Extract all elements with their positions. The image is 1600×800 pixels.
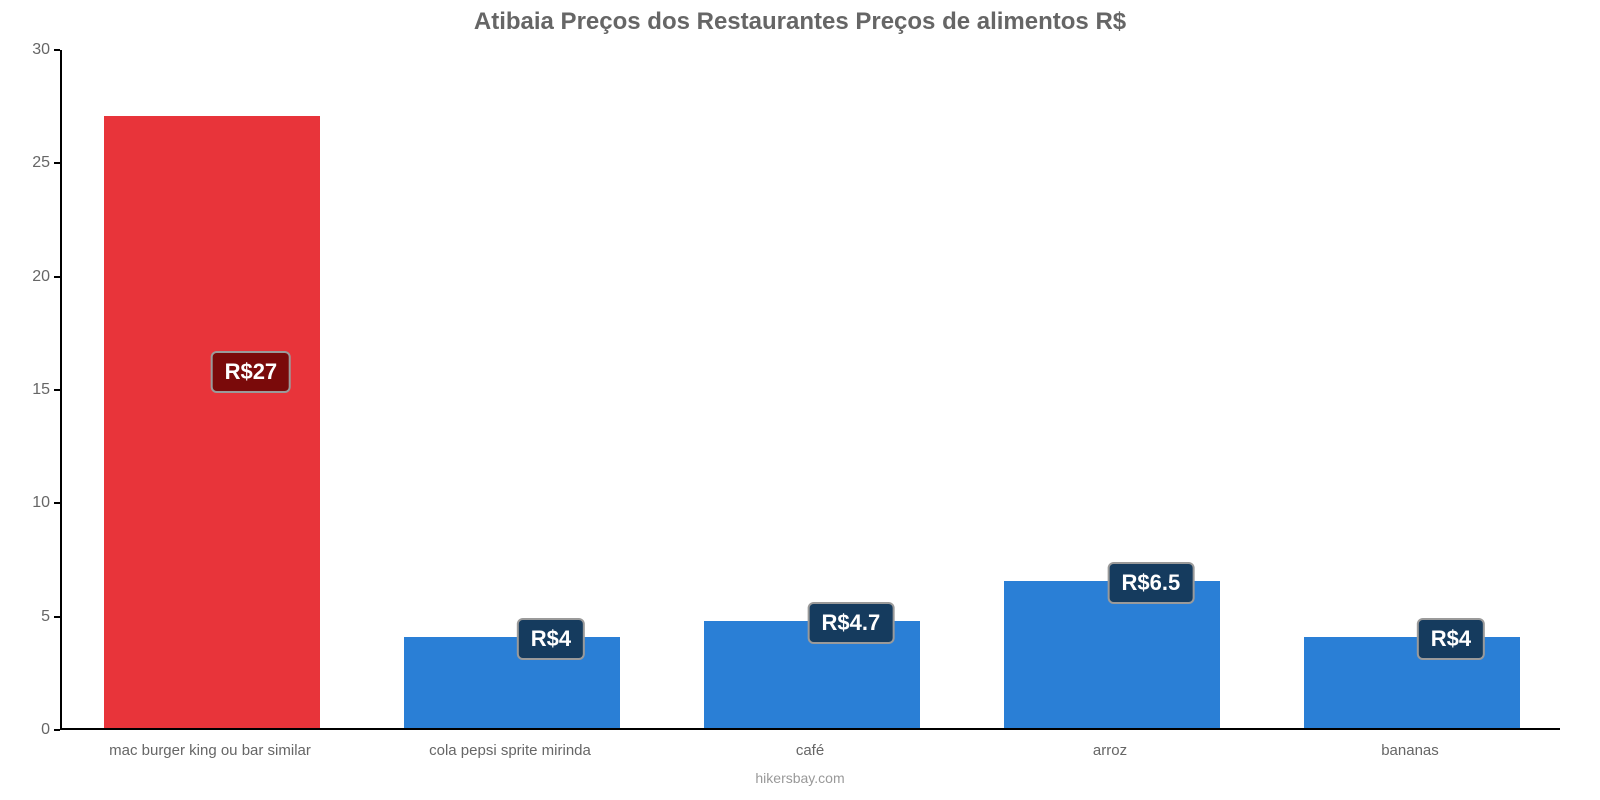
x-tick-label: arroz <box>1093 742 1127 759</box>
value-badge: R$4 <box>517 618 585 660</box>
value-badge: R$4 <box>1417 618 1485 660</box>
x-tick-label: mac burger king ou bar similar <box>109 742 311 759</box>
y-tick-label: 0 <box>20 721 50 739</box>
x-tick-label: café <box>796 742 824 759</box>
y-tick-label: 30 <box>20 41 50 59</box>
y-tick-mark <box>54 502 60 504</box>
y-tick-mark <box>54 616 60 618</box>
y-tick-mark <box>54 276 60 278</box>
value-badge: R$6.5 <box>1108 562 1195 604</box>
y-tick-mark <box>54 389 60 391</box>
y-tick-mark <box>54 162 60 164</box>
value-badge: R$4.7 <box>808 602 895 644</box>
y-tick-mark <box>54 729 60 731</box>
plot-area: R$27 R$4 R$4.7 R$6.5 R$4 <box>60 50 1560 730</box>
bar <box>404 637 620 728</box>
chart-title: Atibaia Preços dos Restaurantes Preços d… <box>0 8 1600 36</box>
y-tick-label: 10 <box>20 494 50 512</box>
x-tick-label: bananas <box>1381 742 1439 759</box>
chart-credit: hikersbay.com <box>0 770 1600 786</box>
bar <box>104 116 320 728</box>
value-badge: R$27 <box>211 351 292 393</box>
y-tick-label: 25 <box>20 154 50 172</box>
chart-container: Atibaia Preços dos Restaurantes Preços d… <box>0 0 1600 800</box>
y-tick-label: 15 <box>20 381 50 399</box>
y-tick-label: 20 <box>20 268 50 286</box>
bar <box>1304 637 1520 728</box>
y-tick-label: 5 <box>20 608 50 626</box>
x-tick-label: cola pepsi sprite mirinda <box>429 742 591 759</box>
y-tick-mark <box>54 49 60 51</box>
